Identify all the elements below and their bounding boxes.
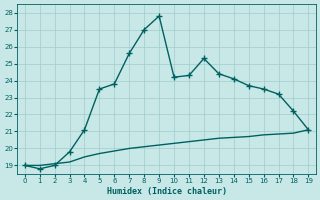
X-axis label: Humidex (Indice chaleur): Humidex (Indice chaleur) <box>107 187 227 196</box>
